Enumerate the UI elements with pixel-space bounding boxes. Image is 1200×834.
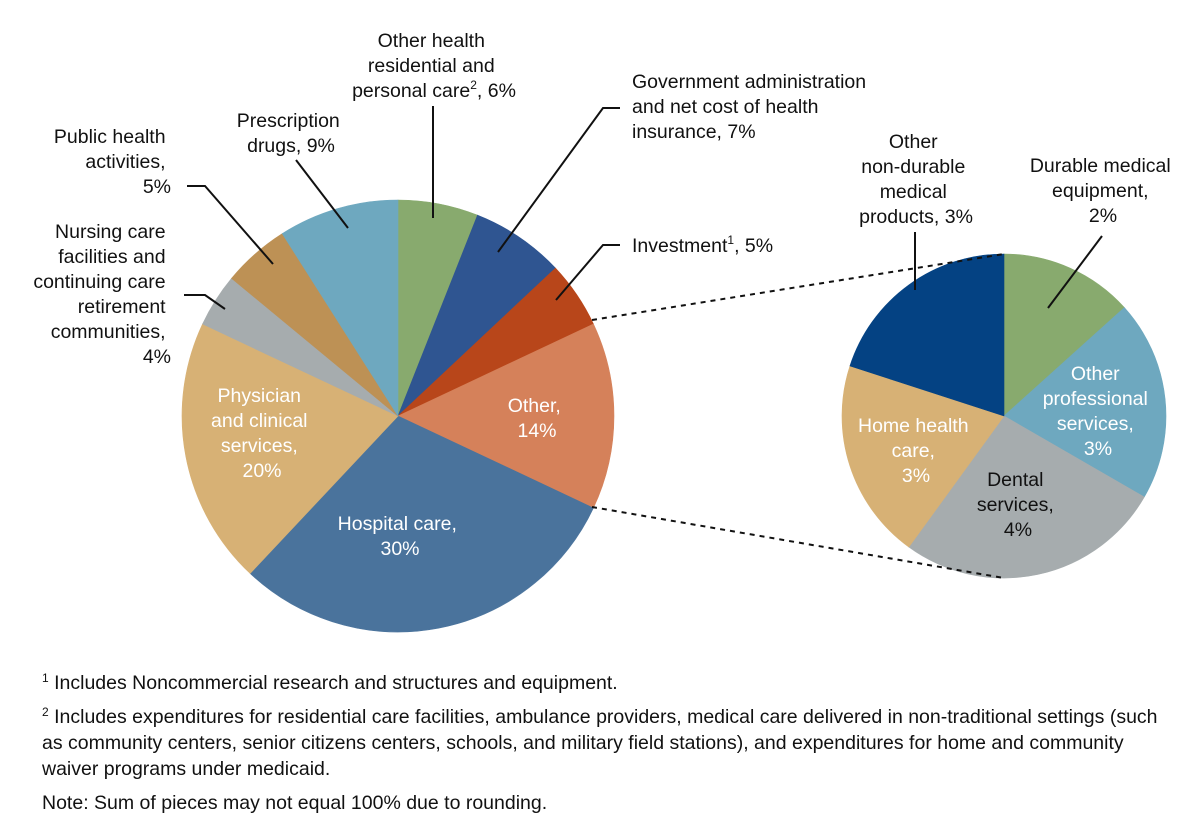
label-hospital: Hospital care, 30% [338, 513, 463, 560]
leader-line-dme [1047, 235, 1103, 309]
breakdown-slice-home-health-care [841, 365, 1005, 548]
label-other-residential: Other health residential and personal ca… [352, 30, 516, 102]
note-text: Note: Sum of pieces may not equal 100% d… [42, 792, 548, 814]
footnote-1-text: Includes Noncommercial research and stru… [54, 672, 618, 694]
label-home-health: Home health care, 3% [858, 415, 974, 487]
breakdown-slice-dental-services [908, 415, 1145, 579]
footnote-1-mark: 1 [42, 671, 49, 685]
label-gov-admin: Government administration and net cost o… [632, 71, 872, 143]
main-slice-hospital-care [249, 415, 594, 633]
label-other-prof: Other professional services, 3% [1043, 363, 1154, 460]
label-investment: Investment1, 5% [632, 233, 773, 257]
footnote-2-text: Includes expenditures for residential ca… [42, 706, 1158, 780]
label-dental: Dental services, 4% [977, 469, 1059, 541]
breakdown-pie [841, 253, 1167, 579]
note: Note: Sum of pieces may not equal 100% d… [42, 790, 1162, 816]
footnote-2-mark: 2 [42, 705, 49, 719]
label-other-nondurable: Other non-durable medical products, 3% [859, 131, 973, 228]
footnote-2: 2 Includes expenditures for residential … [42, 704, 1162, 782]
pie-charts: Other health residential and personal ca… [33, 30, 1176, 633]
main-slice-other [397, 323, 615, 509]
footnotes: 1 Includes Noncommercial research and st… [42, 670, 1162, 824]
label-nursing: Nursing care facilities and continuing c… [33, 221, 171, 368]
breakdown-slice-other-professional-services [1003, 307, 1167, 498]
label-other: Other, 14% [508, 395, 567, 442]
leader-line-gov-admin [497, 107, 620, 253]
breakdown-slice-durable-medical-equipment [1003, 253, 1125, 417]
main-pie [181, 199, 615, 633]
label-dme: Durable medical equipment, 2% [1030, 155, 1176, 227]
breakdown-slice-other-non-durable-medical-products [849, 253, 1005, 417]
label-physician: Physician and clinical services, 20% [211, 385, 313, 482]
leader-line-public-health [187, 185, 274, 265]
leader-line-prescription [295, 159, 349, 229]
main-slice-prescription-drugs [281, 199, 399, 418]
main-slice-physician-and-clinical-services [181, 323, 399, 574]
leader-line-nursing [184, 294, 226, 310]
footnote-1: 1 Includes Noncommercial research and st… [42, 670, 1162, 696]
label-prescription: Prescription drugs, 9% [237, 110, 345, 157]
label-public-health: Public health activities, 5% [54, 126, 171, 198]
leader-line-investment [555, 244, 620, 301]
